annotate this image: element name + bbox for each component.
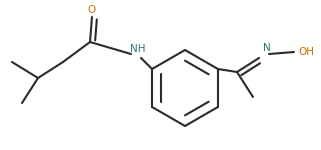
Text: N: N bbox=[263, 43, 271, 53]
Text: NH: NH bbox=[130, 44, 146, 54]
Text: OH: OH bbox=[298, 47, 314, 57]
Text: O: O bbox=[88, 5, 96, 15]
